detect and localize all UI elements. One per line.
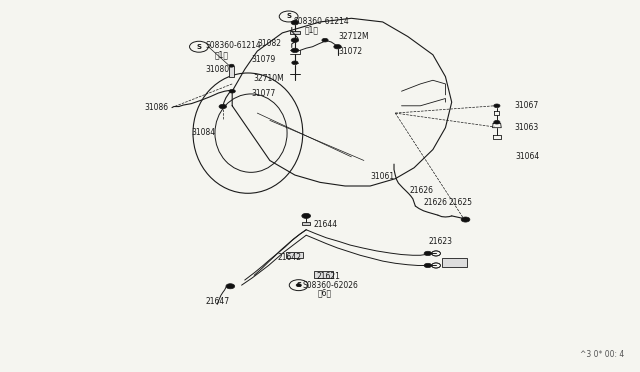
Text: 21621: 21621 bbox=[316, 272, 340, 281]
Text: （6）: （6） bbox=[318, 288, 332, 297]
Text: 31077: 31077 bbox=[251, 89, 275, 98]
Circle shape bbox=[219, 104, 227, 109]
Text: 31072: 31072 bbox=[339, 47, 363, 56]
Text: 31061: 31061 bbox=[370, 172, 394, 182]
Text: 32710M: 32710M bbox=[253, 74, 284, 83]
Circle shape bbox=[461, 217, 470, 222]
Circle shape bbox=[424, 251, 431, 256]
Circle shape bbox=[322, 38, 328, 42]
Text: 21626: 21626 bbox=[424, 198, 447, 207]
Bar bbox=[314, 271, 333, 278]
Text: S: S bbox=[286, 13, 291, 19]
Bar bbox=[229, 66, 234, 77]
Text: 31067: 31067 bbox=[515, 101, 539, 110]
Text: S: S bbox=[196, 44, 202, 50]
Circle shape bbox=[296, 284, 301, 286]
Text: 21625: 21625 bbox=[449, 198, 472, 207]
Text: 31063: 31063 bbox=[515, 123, 539, 132]
Bar bbox=[290, 31, 300, 33]
Text: 31082: 31082 bbox=[257, 39, 282, 48]
Circle shape bbox=[229, 89, 236, 93]
Circle shape bbox=[291, 38, 299, 42]
Text: 21626: 21626 bbox=[409, 186, 433, 195]
Circle shape bbox=[291, 48, 299, 52]
Text: ^3 0* 00: 4: ^3 0* 00: 4 bbox=[580, 350, 624, 359]
Text: 21623: 21623 bbox=[429, 237, 452, 246]
Text: 21642: 21642 bbox=[277, 253, 301, 262]
Text: 31080: 31080 bbox=[205, 65, 229, 74]
Text: 31086: 31086 bbox=[145, 103, 168, 112]
Bar bbox=[442, 258, 467, 267]
Text: S: S bbox=[296, 282, 301, 288]
Text: 31079: 31079 bbox=[251, 55, 275, 64]
Circle shape bbox=[226, 284, 235, 289]
Text: 31064: 31064 bbox=[516, 153, 540, 161]
Bar bbox=[303, 222, 310, 225]
Circle shape bbox=[302, 214, 310, 218]
Text: S08360-61214: S08360-61214 bbox=[294, 17, 349, 26]
Circle shape bbox=[291, 20, 299, 25]
Bar bbox=[285, 251, 303, 258]
Circle shape bbox=[493, 121, 500, 124]
Circle shape bbox=[229, 64, 234, 67]
Text: S08360-61214: S08360-61214 bbox=[205, 41, 261, 50]
Text: 21647: 21647 bbox=[206, 297, 230, 306]
Text: （1）: （1） bbox=[305, 25, 318, 35]
Circle shape bbox=[424, 263, 431, 268]
Text: 31084: 31084 bbox=[191, 128, 216, 137]
Text: 32712M: 32712M bbox=[339, 32, 369, 41]
Circle shape bbox=[334, 45, 341, 49]
Text: （1）: （1） bbox=[214, 50, 228, 59]
Text: S08360-62026: S08360-62026 bbox=[303, 280, 358, 290]
Circle shape bbox=[493, 104, 500, 108]
Circle shape bbox=[292, 61, 298, 65]
Text: 21644: 21644 bbox=[314, 220, 338, 229]
